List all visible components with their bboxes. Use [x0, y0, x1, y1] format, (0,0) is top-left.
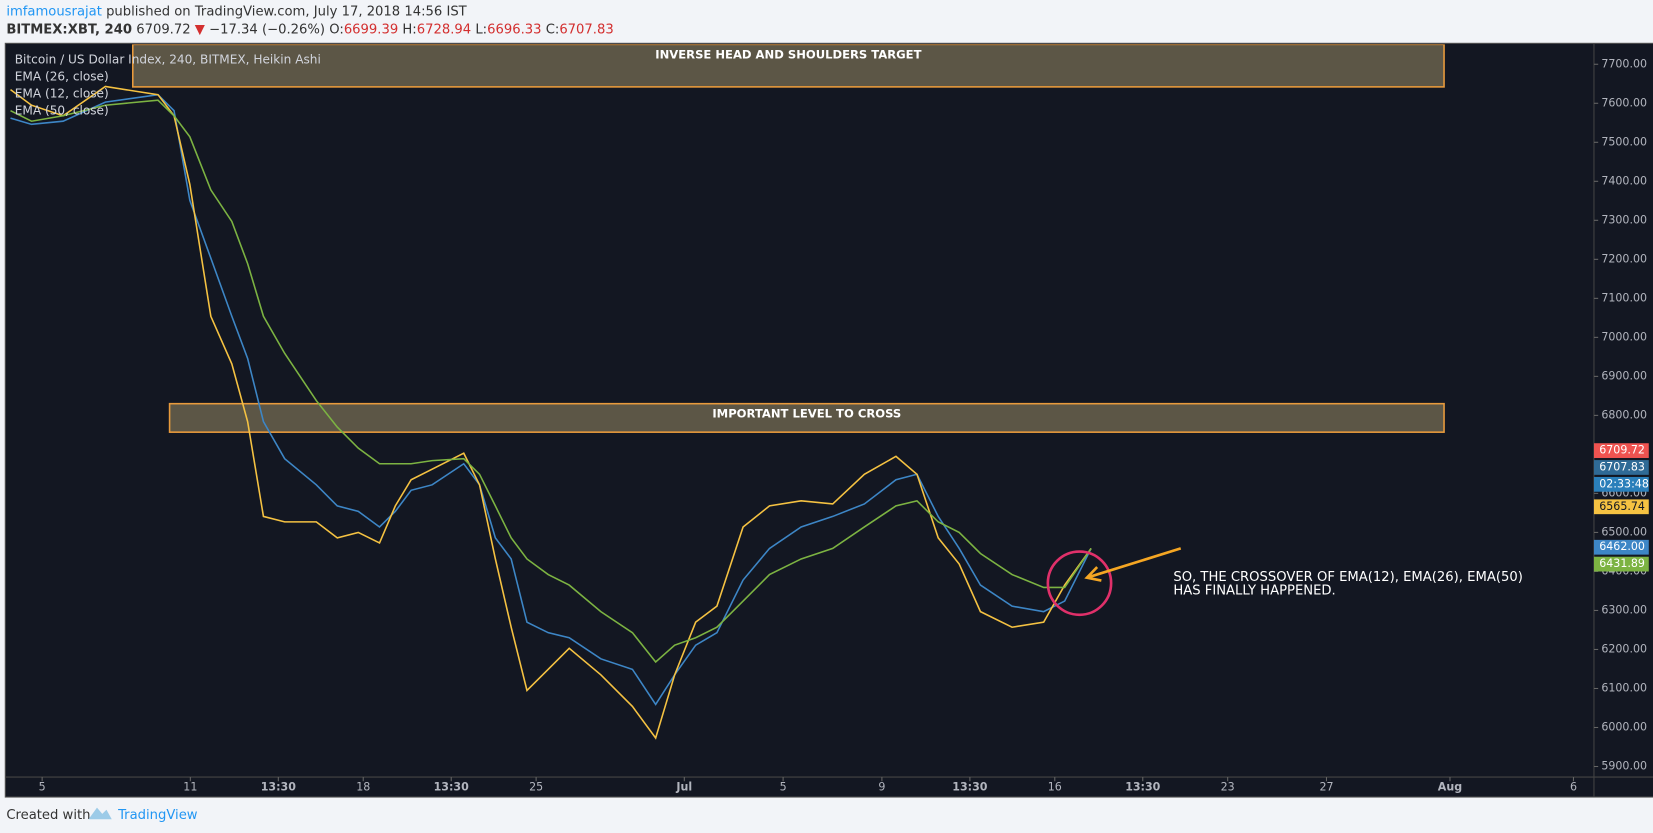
x-tick-label: Aug	[1438, 781, 1462, 794]
x-tick-label: 23	[1221, 781, 1235, 794]
price-tag-label: 6709.72	[1599, 444, 1645, 457]
footer-created: Created with	[6, 808, 90, 823]
x-tick-label: 13:30	[261, 781, 296, 794]
high: 6728.94	[417, 23, 471, 38]
y-tick-label: 6800.00	[1601, 408, 1647, 421]
y-tick-label: 6500.00	[1601, 525, 1647, 538]
arrow	[1084, 547, 1182, 582]
y-tick-label: 7700.00	[1601, 57, 1647, 70]
change: −17.34 (−0.26%)	[209, 23, 325, 38]
x-tick-label: 11	[183, 781, 197, 794]
close-label: C:	[546, 23, 560, 38]
price-tag-label: 6431.89	[1599, 557, 1645, 570]
price-tag	[1593, 443, 1649, 458]
x-tick-label: 13:30	[434, 781, 469, 794]
price: 6709.72	[136, 23, 190, 38]
y-tick-label: 7600.00	[1601, 96, 1647, 109]
close: 6707.83	[559, 23, 613, 38]
overlay: Bitcoin / US Dollar Index, 240, BITMEX, …	[15, 53, 1523, 617]
open: 6699.39	[344, 23, 398, 38]
legend-entry: EMA (12, close)	[15, 86, 109, 100]
price-tag	[1593, 476, 1649, 492]
x-tick-label: 9	[878, 781, 885, 794]
legend-entry: EMA (50, close)	[15, 103, 109, 117]
ema-line	[10, 85, 1092, 740]
x-tick-label: Jul	[675, 781, 692, 794]
symbol: BITMEX:XBT, 240	[6, 23, 132, 38]
x-tick-label: 25	[529, 781, 543, 794]
zone	[168, 402, 1445, 433]
price-tag-label: 6462.00	[1599, 540, 1645, 553]
ema-line	[10, 99, 1092, 664]
annotation: SO, THE CROSSOVER OF EMA(12), EMA(26), E…	[1173, 570, 1522, 585]
down-icon: ▼	[195, 23, 206, 38]
y-tick-label: 7200.00	[1601, 252, 1647, 265]
highlight-circle	[1046, 550, 1113, 617]
ema-line	[10, 93, 1092, 706]
x-tick-label: 6	[1570, 781, 1577, 794]
annotation: HAS FINALLY HAPPENED.	[1173, 584, 1335, 599]
author[interactable]: imfamousrajat	[6, 5, 102, 20]
price-tag-label: 6707.83	[1599, 460, 1645, 473]
price-tag-label: 6565.74	[1599, 500, 1645, 513]
x-tick-label: 18	[356, 781, 370, 794]
low-label: L:	[475, 23, 487, 38]
zone	[131, 44, 1445, 88]
x-tick-label: 5	[39, 781, 46, 794]
y-tick-label: 6100.00	[1601, 681, 1647, 694]
x-tick-label: 13:30	[1125, 781, 1160, 794]
price-tag	[1593, 460, 1649, 475]
open-label: O:	[329, 23, 344, 38]
footer-brand[interactable]: TradingView	[117, 808, 198, 823]
price-tag	[1593, 556, 1649, 572]
zone-label: INVERSE HEAD AND SHOULDERS TARGET	[655, 47, 921, 61]
price-tag-label: 02:33:48	[1599, 477, 1649, 490]
price-tag	[1593, 539, 1649, 555]
header-line: imfamousrajat published on TradingView.c…	[6, 5, 467, 20]
plot-area: INVERSE HEAD AND SHOULDERS TARGET IMPORTA…	[10, 44, 1445, 740]
quote-line: BITMEX:XBT, 240 6709.72 ▼ −17.34 (−0.26%…	[6, 23, 613, 38]
y-tick-label: 7400.00	[1601, 174, 1647, 187]
legend-entry: EMA (26, close)	[15, 70, 109, 84]
tradingview-logo	[88, 807, 112, 820]
y-tick-label: 6900.00	[1601, 369, 1647, 382]
y-tick-label: 7300.00	[1601, 213, 1647, 226]
zone-label: IMPORTANT LEVEL TO CROSS	[712, 407, 901, 421]
high-label: H:	[402, 23, 416, 38]
published: published on TradingView.com, July 17, 2…	[106, 5, 468, 20]
x-tick-label: 27	[1319, 781, 1333, 794]
y-tick-label: 6000.00	[1601, 720, 1647, 733]
y-tick-label: 7500.00	[1601, 135, 1647, 148]
y-tick-label: 6200.00	[1601, 642, 1647, 655]
y-tick-label: 7100.00	[1601, 291, 1647, 304]
y-tick-label: 6300.00	[1601, 603, 1647, 616]
y-tick-label: 5900.00	[1601, 760, 1647, 773]
x-tick-label: 5	[780, 781, 787, 794]
low: 6696.33	[487, 23, 541, 38]
x-tick-label: 13:30	[952, 781, 987, 794]
x-tick-label: 16	[1048, 781, 1062, 794]
chart-title: Bitcoin / US Dollar Index, 240, BITMEX, …	[15, 53, 321, 67]
y-tick-label: 7000.00	[1601, 330, 1647, 343]
price-tag	[1593, 499, 1649, 515]
